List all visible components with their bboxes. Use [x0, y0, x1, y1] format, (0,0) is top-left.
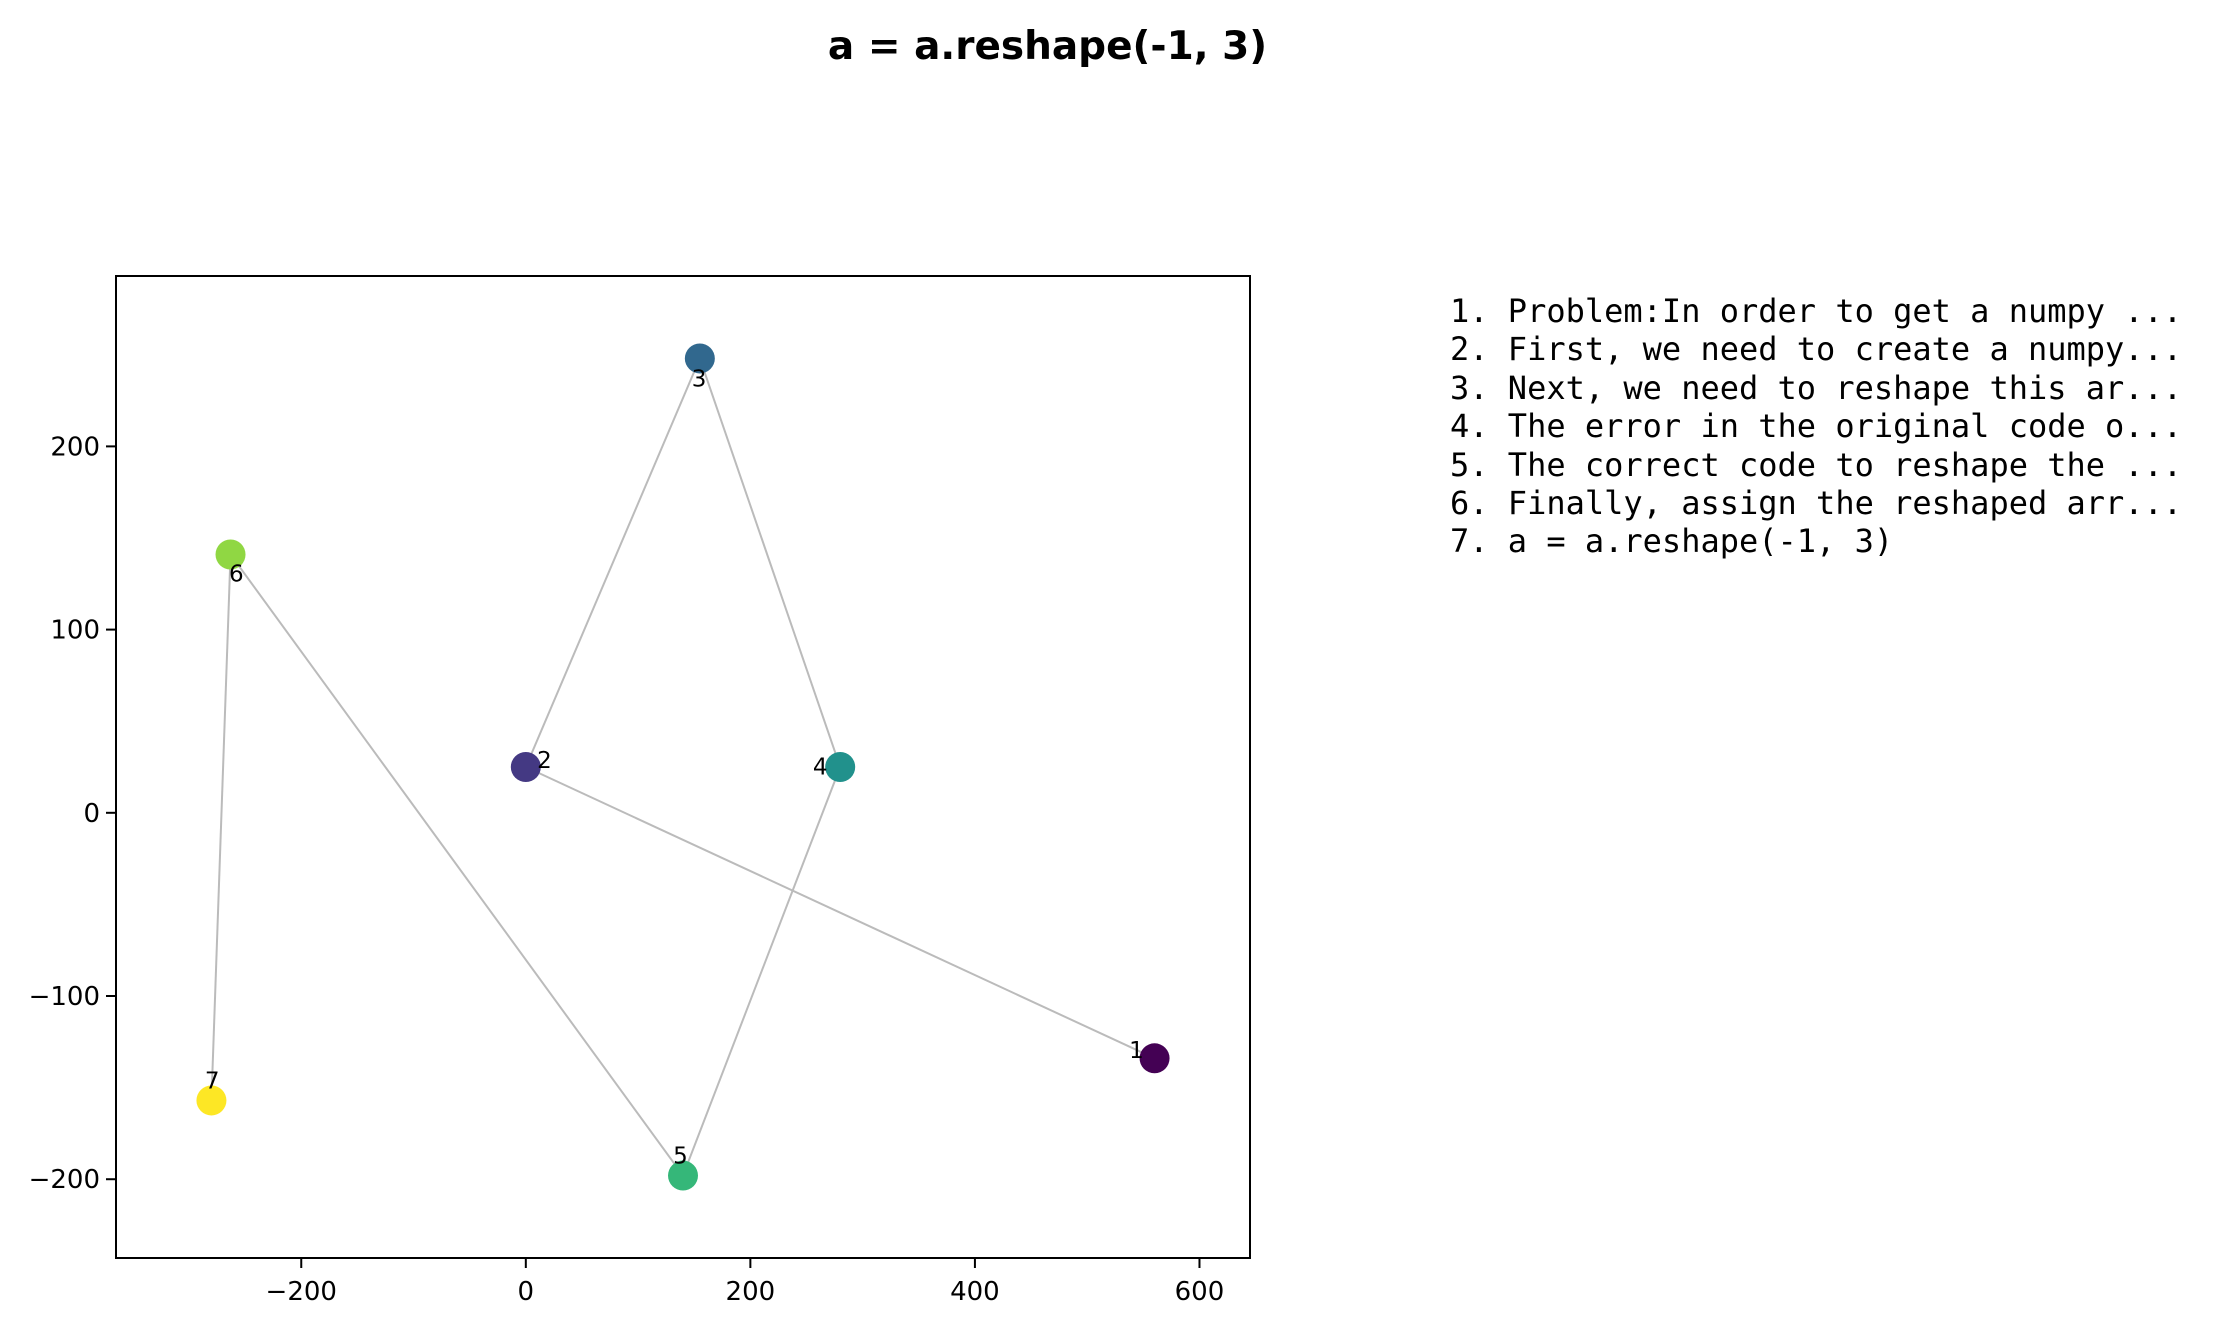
x-axis-ticks: −200 0 200 400 600 — [266, 1258, 1225, 1307]
y-tick-label: 200 — [50, 432, 100, 462]
point-2 — [510, 752, 541, 782]
point-7 — [196, 1085, 227, 1116]
y-tick-label: −100 — [29, 982, 100, 1012]
point-label-7: 7 — [205, 1068, 220, 1094]
step-item: 7. a = a.reshape(-1, 3) — [1450, 522, 1894, 561]
x-tick-label: 600 — [1175, 1277, 1225, 1307]
steps-list: 1. Problem:In order to get a numpy ... 2.… — [1450, 292, 2182, 561]
connector-line-3-4 — [698, 358, 842, 768]
connector-line-5-6 — [229, 553, 684, 1177]
step-item: 6. Finally, assign the reshaped arr... — [1450, 484, 2183, 523]
connector-line-2-3 — [524, 358, 701, 768]
point-4 — [825, 752, 856, 782]
point-1 — [1139, 1043, 1170, 1074]
y-tick-label: 0 — [83, 799, 100, 829]
x-tick-label: 200 — [726, 1277, 776, 1307]
data-points — [196, 343, 1170, 1191]
connecting-lines — [210, 358, 1155, 1177]
point-label-4: 4 — [813, 755, 828, 781]
point-label-6: 6 — [229, 562, 244, 588]
step-item: 2. First, we need to create a numpy... — [1450, 330, 2183, 369]
x-tick-label: −200 — [266, 1277, 337, 1307]
x-tick-label: 0 — [518, 1277, 535, 1307]
point-label-3: 3 — [692, 366, 707, 392]
step-item: 1. Problem:In order to get a numpy ... — [1450, 292, 2183, 330]
plot-frame — [115, 275, 1251, 1259]
point-6 — [215, 539, 246, 570]
x-tick-label: 400 — [950, 1277, 1000, 1307]
step-item: 3. Next, we need to reshape this ar... — [1450, 368, 2183, 407]
scatter-plot: 1 2 3 4 5 6 7 −200 0 200 400 600 −200 −100 0 100 200 — [29, 275, 1251, 1307]
y-tick-label: 100 — [50, 616, 100, 646]
point-label-1: 1 — [1129, 1038, 1144, 1064]
chart-title: a = a.reshape(-1, 3) — [827, 24, 1268, 69]
point-labels: 1 2 3 4 5 6 7 — [205, 366, 1144, 1169]
point-label-5: 5 — [673, 1144, 688, 1170]
y-tick-label: −200 — [29, 1165, 100, 1195]
connector-line-6-7 — [210, 554, 232, 1101]
connector-line-4-5 — [682, 766, 842, 1176]
point-label-2: 2 — [537, 748, 552, 774]
step-item: 5. The correct code to reshape the ... — [1450, 445, 2183, 484]
step-item: 4. The error in the original code o... — [1450, 407, 2183, 446]
point-5 — [668, 1160, 698, 1191]
connector-line-1-2 — [525, 766, 1155, 1060]
point-3 — [684, 343, 715, 374]
y-axis-ticks: −200 −100 0 100 200 — [29, 432, 116, 1195]
